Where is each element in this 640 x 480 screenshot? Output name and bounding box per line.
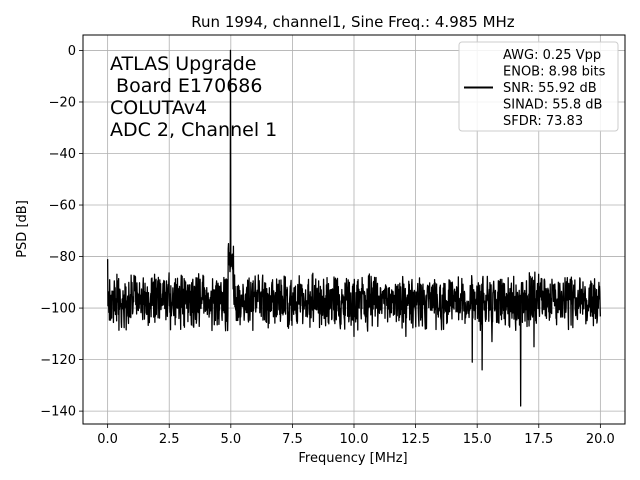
- y-tick-label: −100: [40, 302, 76, 317]
- x-tick-label: 5.0: [220, 432, 241, 447]
- annotation-line: ATLAS Upgrade: [110, 53, 256, 75]
- legend-line: SNR: 55.92 dB: [503, 81, 597, 96]
- x-axis-label: Frequency [MHz]: [298, 451, 407, 466]
- legend: AWG: 0.25 Vpp ENOB: 8.98 bits SNR: 55.92…: [458, 41, 619, 132]
- x-tick-label: 2.5: [159, 432, 180, 447]
- y-tick-label: −20: [49, 95, 76, 110]
- board-annotation: ATLAS Upgrade Board E170686 COLUTAv4 ADC…: [110, 53, 277, 141]
- annotation-line: Board E170686: [110, 75, 262, 97]
- x-tick-label: 15.0: [463, 432, 492, 447]
- y-tick-label: −120: [40, 353, 76, 368]
- x-tick-label: 20.0: [586, 432, 615, 447]
- x-tick-label: 12.5: [401, 432, 430, 447]
- y-tick-label: 0: [68, 44, 76, 59]
- y-axis-label: PSD [dB]: [15, 200, 30, 258]
- x-tick-label: 17.5: [524, 432, 553, 447]
- annotation-line: ADC 2, Channel 1: [110, 119, 277, 141]
- psd-series-line: [106, 49, 602, 407]
- legend-line: SINAD: 55.8 dB: [503, 98, 602, 113]
- legend-box: [458, 41, 619, 132]
- x-tick-label: 10.0: [340, 432, 369, 447]
- chart-title: Run 1994, channel1, Sine Freq.: 4.985 MH…: [191, 13, 515, 31]
- legend-line: SFDR: 73.83: [503, 114, 583, 129]
- y-tick-label: −140: [40, 405, 76, 420]
- axis-ticks: 0.0 2.5 5.0 7.5 10.0 12.5 15.0 17.5 20.0 0 −20 −40 −…: [40, 44, 615, 447]
- psd-trace: [106, 49, 602, 407]
- y-tick-label: −40: [49, 147, 76, 162]
- x-tick-label: 0.0: [97, 432, 118, 447]
- legend-line: ENOB: 8.98 bits: [503, 65, 606, 80]
- y-tick-label: −80: [49, 250, 76, 265]
- y-tick-label: −60: [49, 199, 76, 214]
- x-tick-label: 7.5: [282, 432, 303, 447]
- legend-line: AWG: 0.25 Vpp: [503, 48, 601, 63]
- annotation-line: COLUTAv4: [110, 97, 207, 119]
